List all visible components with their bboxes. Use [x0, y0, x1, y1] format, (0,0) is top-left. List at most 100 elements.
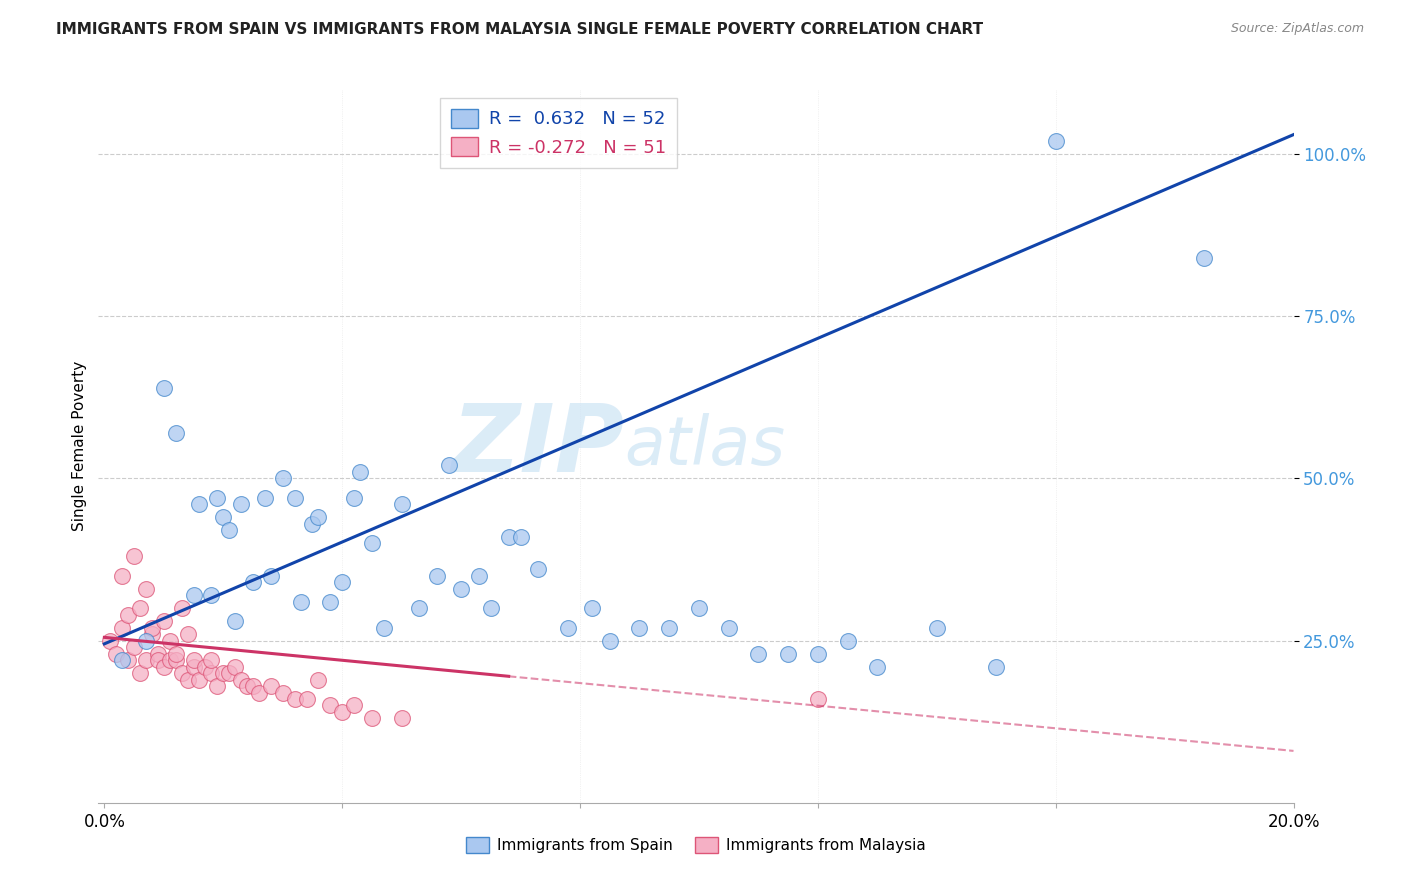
Point [599, 633, 621, 648]
Point [271, 471, 294, 485]
Point [111, 621, 134, 635]
Point [391, 497, 413, 511]
Point [557, 621, 579, 635]
Point [439, 458, 461, 473]
Point [159, 633, 181, 648]
Point [183, 653, 205, 667]
Point [747, 647, 769, 661]
Point [183, 588, 205, 602]
Text: IMMIGRANTS FROM SPAIN VS IMMIGRANTS FROM MALAYSIA SINGLE FEMALE POVERTY CORRELAT: IMMIGRANTS FROM SPAIN VS IMMIGRANTS FROM… [56, 22, 983, 37]
Point [153, 659, 176, 673]
Point [1045, 134, 1067, 148]
Point [373, 621, 395, 635]
Point [229, 673, 252, 687]
Point [176, 627, 198, 641]
Point [200, 666, 222, 681]
Point [141, 621, 163, 635]
Point [165, 647, 187, 661]
Point [319, 595, 342, 609]
Point [122, 640, 145, 654]
Point [224, 614, 246, 628]
Text: atlas: atlas [624, 413, 786, 479]
Point [307, 673, 329, 687]
Point [343, 491, 366, 505]
Point [170, 666, 193, 681]
Point [450, 582, 472, 596]
Point [236, 679, 259, 693]
Point [153, 614, 176, 628]
Point [200, 588, 222, 602]
Point [218, 524, 240, 538]
Text: Source: ZipAtlas.com: Source: ZipAtlas.com [1230, 22, 1364, 36]
Point [117, 653, 139, 667]
Point [391, 711, 413, 725]
Point [658, 621, 681, 635]
Point [361, 536, 384, 550]
Point [837, 633, 859, 648]
Point [343, 698, 366, 713]
Point [212, 666, 235, 681]
Point [319, 698, 342, 713]
Point [153, 381, 176, 395]
Point [284, 692, 307, 706]
Point [129, 666, 152, 681]
Point [129, 601, 152, 615]
Point [242, 679, 264, 693]
Point [628, 621, 651, 635]
Point [242, 575, 264, 590]
Legend: Immigrants from Spain, Immigrants from Malaysia: Immigrants from Spain, Immigrants from M… [460, 831, 932, 859]
Point [509, 530, 531, 544]
Point [207, 679, 229, 693]
Point [146, 647, 169, 661]
Point [194, 659, 217, 673]
Point [253, 491, 276, 505]
Point [98, 633, 121, 648]
Point [330, 575, 353, 590]
Point [468, 568, 491, 582]
Point [135, 633, 157, 648]
Point [361, 711, 384, 725]
Point [295, 692, 318, 706]
Point [218, 666, 240, 681]
Point [307, 510, 329, 524]
Point [581, 601, 603, 615]
Point [330, 705, 353, 719]
Point [426, 568, 449, 582]
Point [527, 562, 550, 576]
Point [200, 653, 222, 667]
Point [183, 659, 205, 673]
Point [122, 549, 145, 564]
Point [271, 685, 294, 699]
Point [135, 653, 157, 667]
Point [866, 659, 889, 673]
Point [141, 627, 163, 641]
Point [1194, 251, 1216, 265]
Point [207, 491, 229, 505]
Point [479, 601, 502, 615]
Point [105, 647, 128, 661]
Point [135, 582, 157, 596]
Point [290, 595, 312, 609]
Point [349, 465, 371, 479]
Point [159, 653, 181, 667]
Point [778, 647, 800, 661]
Point [717, 621, 740, 635]
Point [260, 679, 283, 693]
Point [498, 530, 520, 544]
Point [229, 497, 252, 511]
Point [284, 491, 307, 505]
Point [176, 673, 198, 687]
Point [925, 621, 948, 635]
Point [212, 510, 235, 524]
Point [188, 673, 211, 687]
Point [260, 568, 283, 582]
Point [408, 601, 430, 615]
Point [986, 659, 1008, 673]
Point [807, 647, 830, 661]
Text: ZIP: ZIP [451, 400, 624, 492]
Point [807, 692, 830, 706]
Point [111, 568, 134, 582]
Point [165, 653, 187, 667]
Point [146, 653, 169, 667]
Point [165, 425, 187, 440]
